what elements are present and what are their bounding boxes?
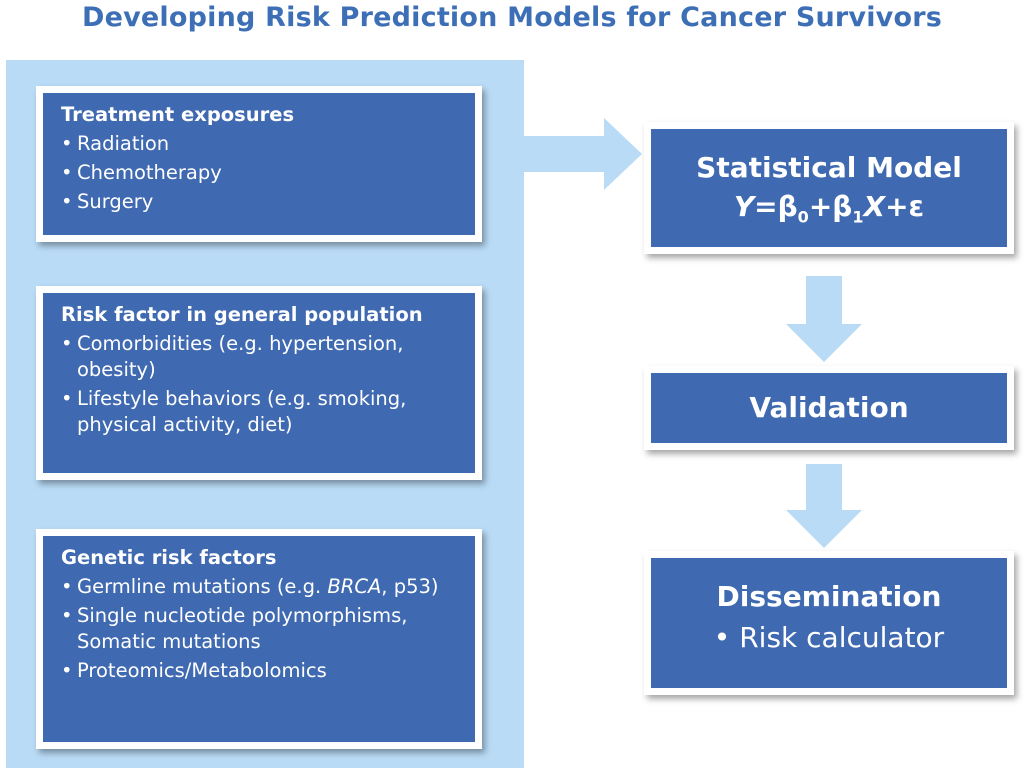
model-formula: Y=β0+β1X+ε	[733, 190, 925, 227]
diagram-title: Developing Risk Prediction Models for Ca…	[81, 2, 943, 33]
general-population-risk-heading: Risk factor in general population	[61, 303, 423, 326]
treatment-exposures-list: Radiation Chemotherapy Surgery	[61, 131, 457, 215]
genetic-risk-factors-heading: Genetic risk factors	[61, 546, 277, 569]
general-population-risk-list: Comorbidities (e.g. hypertension, obesit…	[61, 331, 457, 438]
list-item: Lifestyle behaviors (e.g. smoking, physi…	[61, 386, 457, 438]
dissemination-box: Dissemination • Risk calculator	[644, 551, 1014, 695]
right-arrow-icon	[520, 118, 642, 190]
statistical-model-title: Statistical Model	[696, 151, 962, 184]
list-item: Single nucleotide polymorphisms, Somatic…	[61, 603, 457, 655]
treatment-exposures-box: Treatment exposures Radiation Chemothera…	[36, 86, 482, 242]
validation-box: Validation	[644, 366, 1014, 450]
dissemination-title: Dissemination	[716, 580, 942, 613]
list-item: Germline mutations (e.g. BRCA, p53)	[61, 574, 457, 600]
down-arrow-icon	[786, 464, 862, 548]
list-item: Chemotherapy	[61, 160, 457, 186]
down-arrow-icon	[786, 276, 862, 362]
list-item: Radiation	[61, 131, 457, 157]
list-item: Proteomics/Metabolomics	[61, 658, 457, 684]
list-item: Surgery	[61, 189, 457, 215]
validation-title: Validation	[749, 391, 909, 424]
genetic-risk-factors-box: Genetic risk factors Germline mutations …	[36, 529, 482, 749]
genetic-risk-factors-list: Germline mutations (e.g. BRCA, p53) Sing…	[61, 574, 457, 684]
statistical-model-box: Statistical Model Y=β0+β1X+ε	[644, 122, 1014, 254]
list-item: Comorbidities (e.g. hypertension, obesit…	[61, 331, 457, 383]
dissemination-item: • Risk calculator	[713, 621, 945, 654]
general-population-risk-box: Risk factor in general population Comorb…	[36, 286, 482, 480]
treatment-exposures-heading: Treatment exposures	[61, 103, 295, 126]
